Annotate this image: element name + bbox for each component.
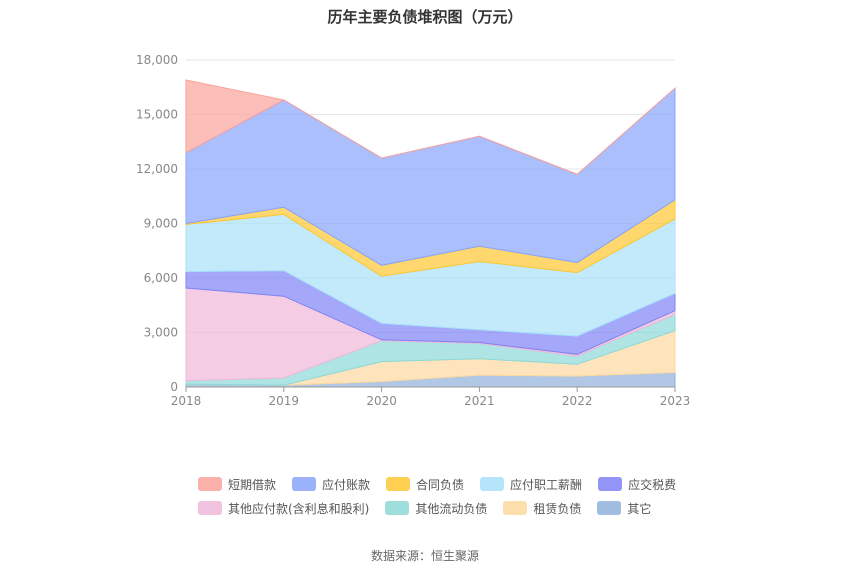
legend-label: 短期借款 [228,477,277,492]
legend-label: 应付账款 [322,477,371,492]
legend-row: 短期借款 应付账款 合同负债 应付职工薪酬 应交税费 [198,472,718,496]
area-series-group [185,79,676,388]
legend-label: 其他应付款(含利息和股利) [228,501,370,516]
legend-item[interactable]: 其他流动负债 [385,500,487,517]
legend-label: 应付职工薪酬 [510,477,583,492]
legend-swatch [292,477,317,491]
y-tick-label: 18,000 [136,53,178,67]
legend-label: 合同负债 [416,477,465,492]
legend-swatch [503,501,528,515]
legend-label: 租赁负债 [533,501,582,516]
y-tick-label: 3,000 [144,326,178,340]
x-tick-label: 2023 [660,394,691,408]
legend-swatch [198,501,222,515]
legend: 短期借款 应付账款 合同负债 应付职工薪酬 应交税费其他应付款(含利息和股利) 其他流动负… [198,472,718,520]
legend-item[interactable]: 应付账款 [292,476,370,493]
legend-swatch [385,501,410,515]
y-tick-label: 0 [170,380,178,394]
legend-label: 其它 [627,501,652,516]
legend-swatch [198,477,222,491]
x-tick-label: 2020 [366,394,397,408]
legend-swatch [386,477,411,491]
legend-swatch [480,477,505,491]
legend-item[interactable]: 其它 [597,500,651,517]
x-tick-label: 2022 [562,394,593,408]
chart-title: 历年主要负债堆积图（万元） [327,8,523,26]
legend-label: 其他流动负债 [415,501,488,516]
legend-label: 应交税费 [628,477,677,492]
legend-item[interactable]: 合同负债 [386,476,464,493]
legend-swatch [597,501,622,515]
area-series [185,79,676,175]
x-tick-label: 2021 [464,394,495,408]
legend-swatch [598,477,623,491]
legend-item[interactable]: 租赁负债 [503,500,581,517]
axes: 0 3,000 6,000 9,000 12,000 15,000 18,000 2018 20… [136,53,690,408]
legend-row: 其他应付款(含利息和股利) 其他流动负债 租赁负债 其它 [198,496,718,520]
legend-item[interactable]: 短期借款 [198,476,276,493]
legend-item[interactable]: 应付职工薪酬 [480,476,582,493]
legend-item[interactable]: 应交税费 [598,476,676,493]
data-source: 数据来源：恒生聚源 [370,549,479,563]
y-tick-label: 12,000 [136,162,178,176]
y-tick-label: 6,000 [144,271,178,285]
x-tick-label: 2018 [171,394,202,408]
y-tick-label: 9,000 [144,217,178,231]
y-tick-label: 15,000 [136,108,178,122]
x-tick-label: 2019 [269,394,300,408]
legend-item[interactable]: 其他应付款(含利息和股利) [198,500,369,517]
